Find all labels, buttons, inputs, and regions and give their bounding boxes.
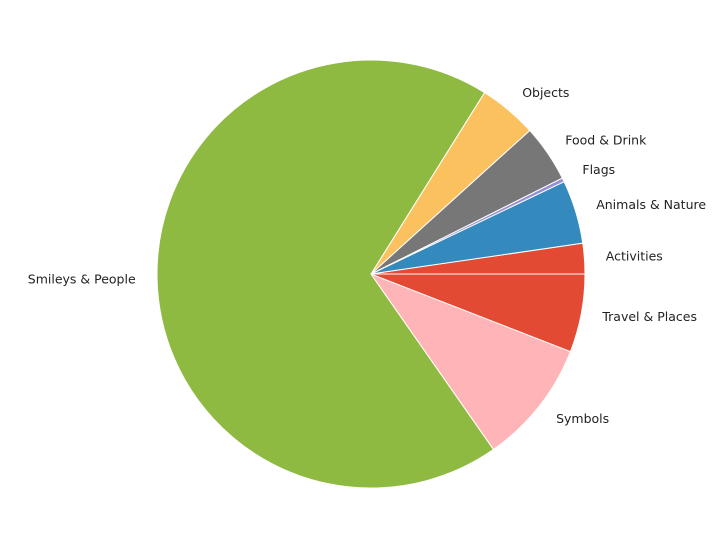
pie-label-food-and-drink: Food & Drink xyxy=(565,133,647,148)
pie-label-animals-and-nature: Animals & Nature xyxy=(596,197,706,212)
pie-slice-travel-and-places xyxy=(370,273,586,353)
pie-labels: Activities Animals & Nature Flags Food & Dr… xyxy=(28,85,707,426)
pie-label-objects: Objects xyxy=(522,85,569,100)
pie-label-travel-and-places: Travel & Places xyxy=(601,309,697,324)
pie-slices xyxy=(156,59,586,489)
pie-slice-symbols xyxy=(370,273,571,450)
pie-slice-smileys-and-people xyxy=(156,59,494,489)
pie-label-smileys-and-people: Smileys & People xyxy=(28,271,136,286)
pie-label-symbols: Symbols xyxy=(556,411,609,426)
pie-label-flags: Flags xyxy=(582,162,615,177)
pie-label-activities: Activities xyxy=(606,249,663,264)
